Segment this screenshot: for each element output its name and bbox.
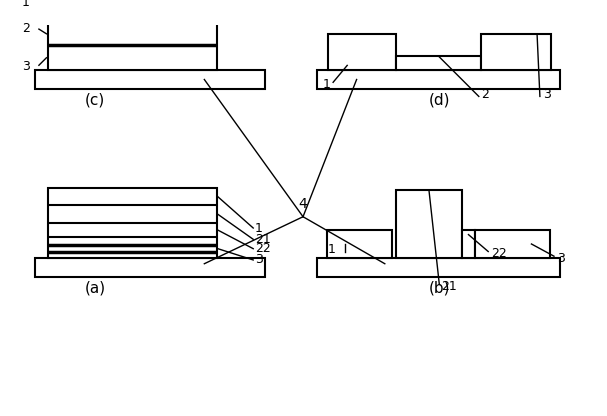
Text: 1: 1: [322, 78, 330, 91]
Text: 4: 4: [299, 197, 307, 211]
Text: 1: 1: [255, 221, 263, 235]
Bar: [462, 230, 475, 258]
Bar: [396, 56, 481, 70]
Text: 3: 3: [557, 252, 565, 265]
Text: 22: 22: [255, 242, 271, 255]
Text: (d): (d): [429, 93, 450, 108]
Bar: [35, 258, 265, 277]
Text: 3: 3: [255, 253, 263, 267]
Bar: [475, 230, 550, 258]
Bar: [49, 0, 217, 70]
Text: 3: 3: [22, 60, 30, 73]
Text: (c): (c): [85, 93, 106, 108]
Bar: [396, 191, 462, 258]
Bar: [481, 35, 551, 70]
Bar: [317, 70, 560, 89]
Text: 2: 2: [481, 88, 489, 101]
Text: (a): (a): [85, 281, 106, 296]
Text: 21: 21: [441, 280, 457, 293]
Text: 22: 22: [491, 247, 507, 260]
Text: (b): (b): [429, 281, 450, 296]
Bar: [49, 188, 217, 258]
Bar: [35, 70, 265, 89]
Text: 1: 1: [328, 243, 336, 256]
Text: 1: 1: [22, 0, 30, 9]
Text: 2: 2: [22, 22, 30, 35]
Text: 3: 3: [543, 88, 551, 101]
Text: 21: 21: [255, 233, 271, 246]
Bar: [327, 230, 392, 258]
Bar: [317, 258, 560, 277]
Bar: [328, 35, 396, 70]
